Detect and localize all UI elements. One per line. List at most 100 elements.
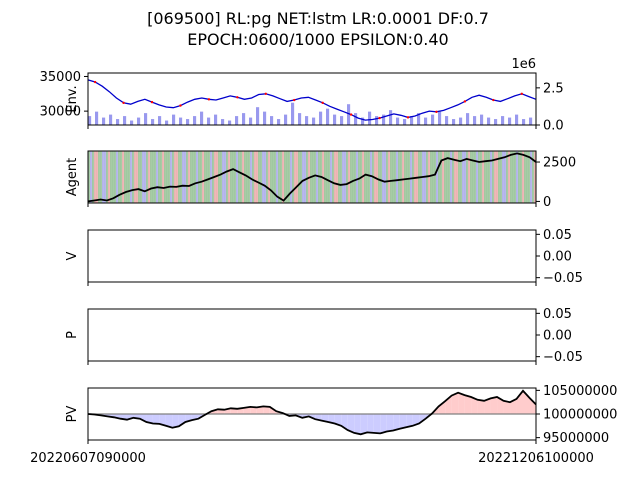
action-stripe bbox=[300, 151, 303, 203]
volume-bar bbox=[312, 117, 316, 125]
action-stripe bbox=[380, 151, 383, 203]
action-stripe bbox=[462, 151, 465, 203]
chart-title-line2: EPOCH:0600/1000 EPSILON:0.40 bbox=[187, 30, 448, 49]
action-stripe bbox=[432, 151, 435, 203]
trade-marker bbox=[93, 80, 97, 84]
action-stripe bbox=[534, 151, 537, 203]
action-stripe bbox=[90, 151, 93, 203]
action-stripe bbox=[230, 151, 233, 203]
y2-tick-label: 2.5 bbox=[543, 81, 564, 96]
action-stripe bbox=[184, 151, 187, 203]
action-stripe bbox=[266, 151, 269, 203]
action-stripe bbox=[302, 151, 305, 203]
volume-bar bbox=[403, 119, 407, 125]
pv-gain-area bbox=[230, 408, 238, 414]
action-stripe bbox=[402, 151, 405, 203]
action-stripe bbox=[222, 151, 225, 203]
trade-marker bbox=[349, 113, 353, 116]
volume-bar bbox=[417, 113, 421, 125]
volume-bar bbox=[284, 114, 288, 125]
pv-loss-area bbox=[367, 414, 374, 433]
pv-gain-area bbox=[250, 406, 257, 414]
action-stripe bbox=[194, 151, 197, 203]
volume-bar bbox=[151, 119, 155, 125]
pv-loss-area bbox=[165, 414, 173, 428]
action-stripe bbox=[386, 151, 389, 203]
volume-bar bbox=[186, 119, 190, 125]
action-stripe bbox=[474, 151, 477, 203]
volume-bar bbox=[424, 117, 428, 125]
trade-marker bbox=[321, 101, 324, 105]
action-stripe bbox=[430, 151, 433, 203]
action-stripe bbox=[334, 151, 337, 203]
action-stripe bbox=[244, 151, 247, 203]
volume-bar bbox=[326, 108, 330, 125]
action-stripe bbox=[108, 151, 111, 203]
action-stripe bbox=[478, 151, 481, 203]
action-stripe bbox=[370, 151, 373, 203]
volume-bar bbox=[221, 119, 225, 125]
action-stripe bbox=[174, 151, 177, 203]
trade-marker bbox=[264, 92, 267, 96]
action-stripe bbox=[218, 151, 221, 203]
action-stripe bbox=[208, 151, 211, 203]
x-tick-start: 20220607090000 bbox=[30, 451, 146, 466]
action-stripe bbox=[298, 151, 301, 203]
action-stripe bbox=[172, 151, 175, 203]
pv-gain-area bbox=[464, 395, 472, 414]
y-axis-label-env: Env. bbox=[65, 85, 80, 112]
trade-marker bbox=[435, 110, 438, 114]
action-stripe bbox=[492, 151, 495, 203]
y-tick-label: −0.05 bbox=[543, 271, 583, 286]
action-stripe bbox=[102, 151, 105, 203]
pv-loss-area bbox=[328, 414, 335, 424]
action-stripe bbox=[226, 151, 229, 203]
action-stripe bbox=[512, 151, 515, 203]
volume-bar bbox=[200, 111, 204, 125]
action-stripe bbox=[378, 151, 381, 203]
action-stripe bbox=[520, 151, 523, 203]
action-stripe bbox=[114, 151, 117, 203]
volume-bar bbox=[172, 114, 176, 125]
action-stripe bbox=[144, 151, 147, 203]
action-stripe bbox=[190, 151, 193, 203]
action-stripe bbox=[116, 151, 119, 203]
y-tick-label: 0 bbox=[543, 195, 551, 210]
pv-loss-area bbox=[354, 414, 361, 435]
pv-loss-area bbox=[321, 414, 329, 423]
action-stripe bbox=[188, 151, 191, 203]
action-stripe bbox=[356, 151, 359, 203]
action-stripe bbox=[196, 151, 199, 203]
action-stripe bbox=[396, 151, 399, 203]
action-stripe bbox=[192, 151, 195, 203]
volume-bar bbox=[256, 107, 260, 125]
volume-bar bbox=[459, 117, 463, 125]
action-stripe bbox=[352, 151, 355, 203]
action-stripe bbox=[342, 151, 345, 203]
trade-marker bbox=[492, 98, 495, 102]
agent-line bbox=[87, 152, 537, 203]
action-stripe bbox=[264, 151, 267, 203]
volume-bar bbox=[249, 117, 253, 125]
action-stripe bbox=[346, 151, 349, 203]
action-stripe bbox=[250, 151, 253, 203]
volume-bar bbox=[116, 119, 120, 125]
action-stripe bbox=[242, 151, 245, 203]
action-stripe bbox=[502, 151, 505, 203]
action-stripe bbox=[178, 151, 181, 203]
volume-bar bbox=[347, 104, 351, 125]
action-stripe bbox=[316, 151, 319, 203]
action-stripe bbox=[94, 151, 97, 203]
y-tick-label: 0.05 bbox=[543, 228, 572, 243]
action-stripe bbox=[458, 151, 461, 203]
action-stripe bbox=[438, 151, 441, 203]
action-stripe bbox=[398, 151, 401, 203]
action-stripe bbox=[96, 151, 99, 203]
x-tick-end: 20221206100000 bbox=[478, 451, 594, 466]
action-stripe bbox=[240, 151, 243, 203]
volume-bar bbox=[382, 114, 386, 125]
action-stripe bbox=[296, 151, 299, 203]
action-stripe bbox=[130, 151, 133, 203]
volume-bar bbox=[487, 117, 491, 125]
trade-marker bbox=[236, 96, 239, 99]
